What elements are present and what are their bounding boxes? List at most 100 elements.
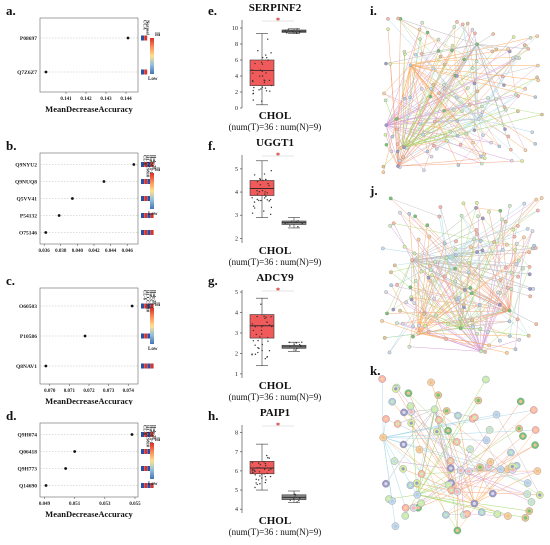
network-node <box>523 202 526 205</box>
tumor-sample-point <box>251 69 252 70</box>
network-node-core <box>456 529 459 532</box>
network-node <box>476 214 479 217</box>
heatmap-cell <box>144 196 147 201</box>
network-node <box>472 238 475 241</box>
network-node <box>433 120 436 123</box>
network-node <box>389 284 392 287</box>
panel-k: k. <box>370 360 550 540</box>
network-node <box>382 92 385 95</box>
tumor-sample-point <box>261 62 262 63</box>
tumor-sample-point <box>256 479 257 480</box>
tumor-sample-point <box>262 57 263 58</box>
mda-point <box>127 37 130 40</box>
network-node <box>428 235 431 238</box>
y-tick-label: 2 <box>235 236 238 242</box>
network-node <box>516 275 519 278</box>
tumor-sample-point <box>259 336 260 337</box>
tumor-sample-point <box>269 90 270 91</box>
normal-sample-point <box>302 222 303 223</box>
network-node <box>445 256 448 259</box>
tumor-sample-point <box>257 199 258 200</box>
network-node-core <box>496 513 499 516</box>
y-tick-label: 2 <box>235 90 238 96</box>
normal-sample-point <box>291 30 292 31</box>
network-node <box>413 215 416 218</box>
significance-mark: * <box>276 286 280 295</box>
y-tick-label: 7 <box>235 450 238 456</box>
protein-label: Q9NYU2 <box>15 163 37 169</box>
network-node <box>444 337 447 340</box>
network-node <box>426 150 429 153</box>
network-node <box>515 262 518 265</box>
network-node <box>502 308 505 311</box>
legend-low-label: Low <box>148 482 158 487</box>
heatmap-cell <box>141 449 144 454</box>
network-node <box>515 56 518 59</box>
network-node <box>469 286 472 289</box>
heatmap-cell <box>141 179 144 184</box>
network-node-core <box>401 467 404 470</box>
tumor-sample-point <box>259 483 260 484</box>
tumor-sample-point <box>271 207 272 208</box>
tumor-sample-point <box>257 181 258 182</box>
network-node-core <box>478 466 481 469</box>
network-node-core <box>415 481 418 484</box>
x-tick-label: 0.046 <box>122 249 134 254</box>
network-node <box>396 150 399 153</box>
network-node <box>437 49 440 52</box>
network-node-core <box>480 511 483 514</box>
panel-h-label: h. <box>208 408 218 424</box>
protein-label: Q9NUQ8 <box>15 180 37 186</box>
tumor-sample-point <box>258 348 259 349</box>
network-node-core <box>538 493 541 496</box>
network-node-core <box>477 399 480 402</box>
network-edge <box>382 379 383 437</box>
network-node <box>424 324 427 327</box>
network-node <box>429 269 432 272</box>
panel-f-label: f. <box>208 138 216 154</box>
tumor-sample-point <box>253 330 254 331</box>
normal-sample-point <box>297 226 298 227</box>
network-node-core <box>532 408 535 411</box>
network-node-core <box>491 492 494 495</box>
network-node <box>385 312 388 315</box>
network-node-core <box>511 468 514 471</box>
caption-g: CHOL (num(T)=36 : num(N)=9) <box>220 381 330 403</box>
tumor-sample-point <box>258 200 259 201</box>
legend-low-label: Low <box>148 347 158 352</box>
network-node <box>499 278 502 281</box>
heatmap-cell <box>141 213 144 218</box>
network-node-core <box>462 513 465 516</box>
network-node <box>430 273 433 276</box>
tumor-sample-point <box>268 185 269 186</box>
network-i <box>370 0 550 180</box>
protein-label: Q14690 <box>19 484 37 490</box>
network-node-core <box>410 422 413 425</box>
network-node <box>528 273 531 276</box>
network-node <box>508 204 511 207</box>
tumor-sample-point <box>260 200 261 201</box>
network-node <box>537 79 540 82</box>
normal-sample-point <box>296 501 297 502</box>
x-tick-label: 0.044 <box>105 249 117 254</box>
network-node <box>506 286 509 289</box>
network-node <box>535 322 538 325</box>
tumor-sample-point <box>258 462 259 463</box>
caption-h: CHOL (num(T)=36 : num(N)=9) <box>220 516 330 538</box>
network-node <box>398 159 401 162</box>
network-node <box>516 224 519 227</box>
network-node <box>383 336 386 339</box>
network-node <box>380 319 383 322</box>
tumor-sample-point <box>267 457 268 458</box>
network-edge <box>396 389 458 492</box>
network-node <box>403 245 406 248</box>
protein-label: Q9H773 <box>17 467 37 473</box>
heatmap-cell <box>141 466 144 471</box>
network-node-core <box>418 448 421 451</box>
y-tick-label: 6 <box>235 469 238 475</box>
network-node <box>414 279 417 282</box>
network-node-core <box>433 408 436 411</box>
x-tick-label: 0.070 <box>44 389 56 394</box>
normal-sample-point <box>287 222 288 223</box>
network-node <box>459 143 462 146</box>
